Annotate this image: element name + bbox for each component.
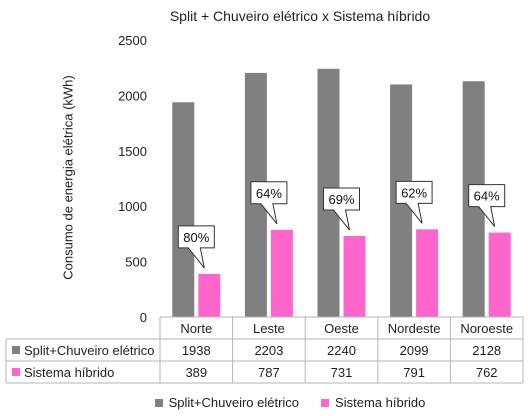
- y-tick-label: 0: [140, 310, 147, 325]
- chart-title: Split + Chuveiro elétrico x Sistema híbr…: [169, 8, 431, 24]
- callout-box: [323, 187, 360, 231]
- table-value: 389: [185, 365, 207, 380]
- callout-box: [177, 225, 215, 269]
- table-value: 762: [476, 365, 498, 380]
- legend-swatch-hibrido: [321, 398, 330, 407]
- legend-item-split: Split+Chuveiro elétrico: [154, 395, 300, 410]
- x-tick-label: Leste: [253, 321, 285, 336]
- bar-hibrido: [343, 236, 366, 317]
- table-value: 791: [403, 365, 425, 380]
- callout-label: 62%: [401, 185, 427, 200]
- callout-box: [468, 184, 506, 227]
- legend: Split+Chuveiro elétrico Sistema híbrido: [120, 395, 460, 410]
- legend-label-split: Split+Chuveiro elétrico: [168, 395, 300, 410]
- legend-swatch-split: [154, 398, 163, 407]
- y-tick-label: 1000: [118, 199, 147, 214]
- table-legend-swatch: [12, 346, 20, 354]
- y-tick-label: 2500: [118, 33, 147, 48]
- callout-box: [395, 180, 433, 224]
- callout-box: [250, 181, 288, 225]
- table-series-label: Split+Chuveiro elétrico: [24, 343, 154, 358]
- y-tick-label: 1500: [118, 144, 147, 159]
- callout-label: 64%: [256, 186, 282, 201]
- bar-hibrido: [270, 229, 293, 317]
- callout-label: 64%: [474, 189, 500, 204]
- table-series-label: Sistema híbrido: [24, 365, 114, 380]
- bar-hibrido: [198, 273, 221, 317]
- legend-label-hibrido: Sistema híbrido: [335, 395, 426, 410]
- callout-label: 69%: [328, 192, 354, 207]
- bar-hibrido: [488, 232, 511, 317]
- table-value: 2240: [327, 343, 356, 358]
- bar-split: [172, 102, 195, 318]
- x-tick-label: Noroeste: [460, 321, 513, 336]
- x-tick-label: Nordeste: [388, 321, 441, 336]
- legend-item-hibrido: Sistema híbrido: [321, 395, 425, 410]
- x-tick-label: Norte: [180, 321, 212, 336]
- table-value: 2099: [400, 343, 429, 358]
- table-value: 731: [331, 365, 353, 380]
- table-value: 787: [258, 365, 280, 380]
- x-tick-label: Oeste: [324, 321, 359, 336]
- bar-hibrido: [416, 229, 439, 317]
- callout-label: 80%: [183, 230, 209, 245]
- y-tick-label: 2000: [118, 88, 147, 103]
- table-legend-swatch: [12, 368, 20, 376]
- y-tick-label: 500: [125, 255, 147, 270]
- table-value: 1938: [182, 343, 211, 358]
- table-value: 2203: [254, 343, 283, 358]
- table-value: 2128: [472, 343, 501, 358]
